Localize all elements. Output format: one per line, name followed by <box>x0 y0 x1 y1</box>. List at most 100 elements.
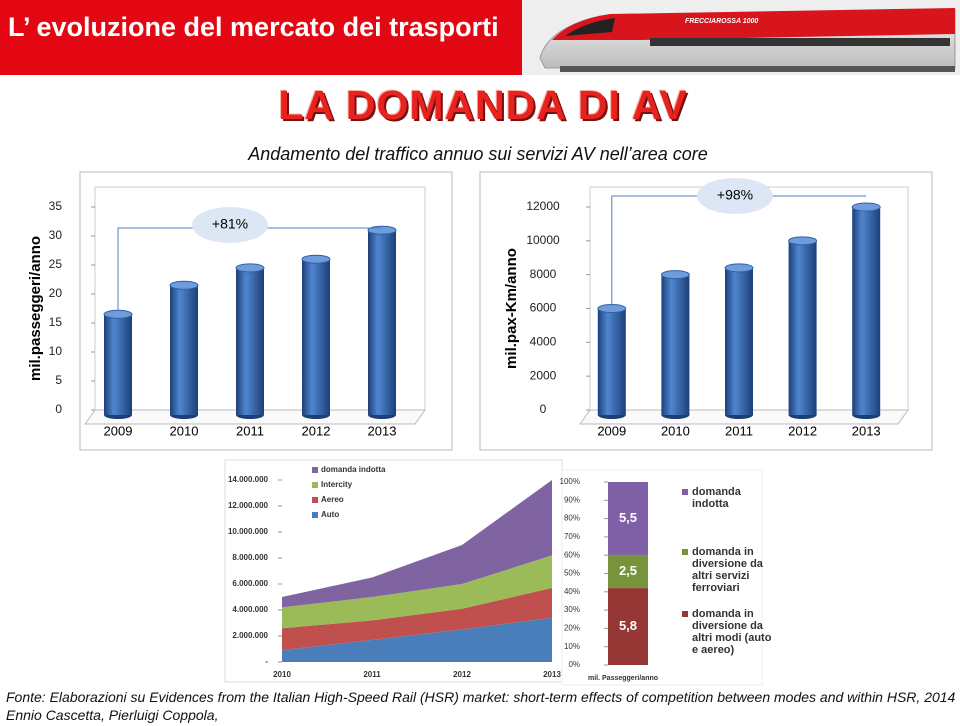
y-tick-label: 35 <box>49 199 63 213</box>
area <box>282 617 552 662</box>
area <box>282 587 552 651</box>
y-tick-label: 100% <box>560 477 580 486</box>
x-tick-label: 2013 <box>543 670 561 679</box>
legend-swatch <box>312 512 318 518</box>
value-label: 2,5 <box>619 563 637 578</box>
y-tick-label: 8.000.000 <box>232 553 268 562</box>
legend-swatch <box>312 482 318 488</box>
y-tick-label: 2.000.000 <box>232 631 268 640</box>
bar <box>725 267 753 415</box>
train: FRECCIAROSSA 1000 <box>522 0 960 75</box>
legend-swatch <box>312 467 318 473</box>
bar-cap <box>235 263 265 273</box>
legend-swatch <box>682 489 688 495</box>
subtitle: Andamento del traffico annuo sui servizi… <box>248 144 708 164</box>
bar <box>597 308 626 415</box>
x-axis-title: mil. Passeggeri/anno <box>588 675 658 682</box>
y-tick-label: 0 <box>55 402 62 416</box>
train-windows <box>650 38 950 46</box>
header-bar <box>0 0 522 75</box>
source-note: Fonte: Elaborazioni su Evidences from th… <box>6 689 956 723</box>
legend-label: Intercity <box>321 480 353 489</box>
train-windshield <box>565 18 615 36</box>
annotation: +81% <box>212 216 248 232</box>
y-tick-label: 10000 <box>526 233 560 247</box>
y-tick-label: 8000 <box>530 267 557 281</box>
annotation-line <box>611 195 867 305</box>
x-tick-label: 2009 <box>597 423 626 438</box>
legend-label: Aereo <box>321 495 344 504</box>
bar <box>302 259 330 415</box>
legend-label: domanda in diversione da altri modi (aut… <box>692 608 772 656</box>
x-tick-label: 2012 <box>302 423 331 438</box>
bar-cap <box>169 280 199 290</box>
y-axis-title: mil.pax-Km/anno <box>503 248 520 369</box>
banner: LA DOMANDA DI AV <box>278 82 688 128</box>
y-tick-label: 20% <box>564 624 580 633</box>
y-tick-label: 10 <box>49 344 63 358</box>
bar-cap <box>301 254 331 264</box>
y-tick-label: 50% <box>564 569 580 578</box>
x-tick-label: 2013 <box>852 423 881 438</box>
bar-cap <box>788 236 818 246</box>
value-label: 5,8 <box>619 618 637 633</box>
y-tick-label: 4000 <box>530 335 557 349</box>
annotation-line <box>117 227 382 311</box>
y-tick-label: 80% <box>564 514 580 523</box>
area <box>282 555 552 629</box>
y-tick-label: 60% <box>564 550 580 559</box>
legend-swatch <box>682 549 688 555</box>
y-tick-label: 90% <box>564 495 580 504</box>
legend-swatch <box>312 497 318 503</box>
annotation-bubble <box>192 207 268 243</box>
legend-label: domanda in diversione da altri servizi f… <box>692 546 763 594</box>
y-tick-label: - <box>265 657 268 666</box>
bar <box>236 267 264 415</box>
bar-cap <box>597 304 627 313</box>
bar-cap <box>103 309 133 319</box>
y-tick-label: 0 <box>540 402 547 416</box>
y-axis-title: mil.passeggeri/anno <box>27 236 44 381</box>
x-tick-label: 2013 <box>368 423 397 438</box>
bar-cap <box>851 202 881 212</box>
x-tick-label: 2011 <box>363 670 381 679</box>
train-bogies <box>560 66 955 72</box>
y-tick-label: 70% <box>564 532 580 541</box>
y-tick-label: 12000 <box>526 199 560 213</box>
y-tick-label: 40% <box>564 587 580 596</box>
legend-label: domanda indotta <box>321 465 386 474</box>
bar-cap <box>367 225 397 235</box>
bar-cap <box>660 270 690 280</box>
y-tick-label: 12.000.000 <box>228 501 269 510</box>
bar <box>852 207 881 415</box>
y-tick-label: 25 <box>49 257 63 271</box>
bar-segment <box>608 588 648 665</box>
y-tick-label: 2000 <box>530 368 557 382</box>
x-tick-label: 2012 <box>453 670 471 679</box>
y-tick-label: 30% <box>564 605 580 614</box>
y-tick-label: 15 <box>49 315 63 329</box>
y-tick-label: 5 <box>55 373 62 387</box>
bar-cap <box>724 263 754 273</box>
x-tick-label: 2011 <box>725 423 753 438</box>
header-title: L’ evoluzione del mercato dei trasporti <box>8 12 499 42</box>
area <box>282 480 552 608</box>
y-tick-label: 14.000.000 <box>228 475 269 484</box>
bar-segment <box>608 482 648 555</box>
y-tick-label: 10.000.000 <box>228 527 269 536</box>
annotation-bubble <box>697 178 773 214</box>
train-label: FRECCIAROSSA 1000 <box>685 18 758 25</box>
y-tick-label: 0% <box>568 660 580 669</box>
y-tick-label: 30 <box>49 228 63 242</box>
x-tick-label: 2009 <box>104 423 133 438</box>
legend-swatch <box>682 611 688 617</box>
x-tick-label: 2012 <box>788 423 817 438</box>
chart-panel <box>561 469 763 686</box>
x-tick-label: 2010 <box>661 423 690 438</box>
train-stripe <box>552 8 955 40</box>
x-tick-label: 2010 <box>273 670 291 679</box>
bar <box>170 285 198 415</box>
y-tick-label: 10% <box>564 642 580 651</box>
y-tick-label: 4.000.000 <box>232 605 268 614</box>
